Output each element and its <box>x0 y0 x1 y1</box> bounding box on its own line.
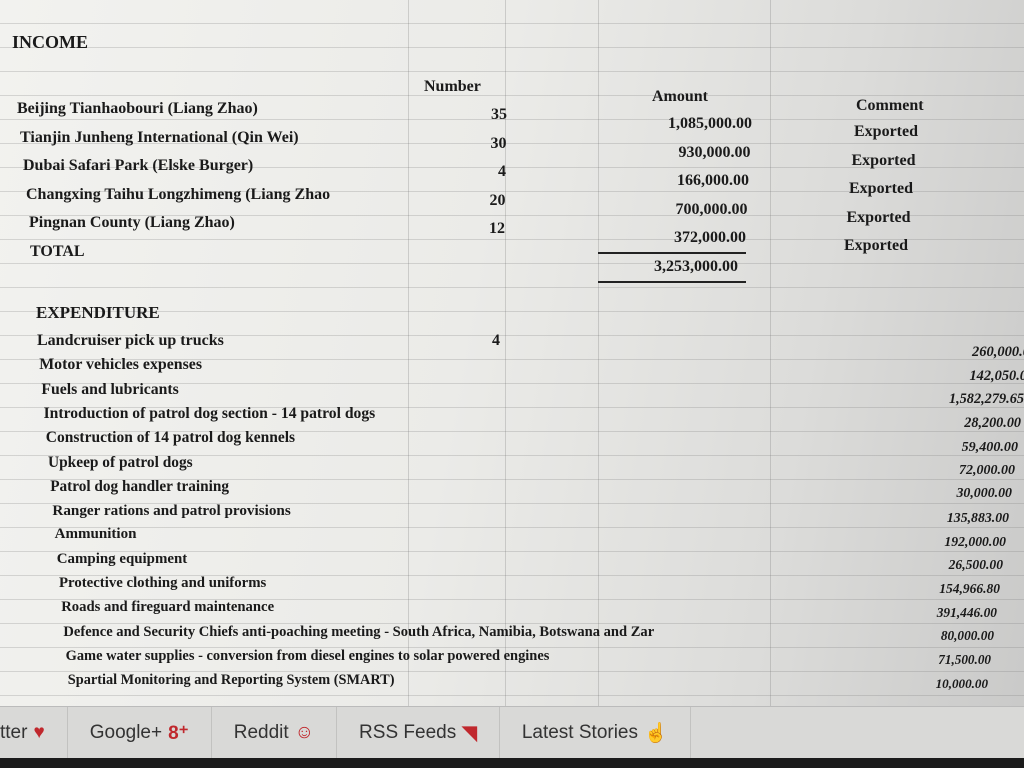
income-name: Beijing Tianhaobouri (Liang Zhao) <box>17 100 258 117</box>
expenditure-name: Spartial Monitoring and Reporting System… <box>67 672 395 689</box>
income-total-amount: 3,253,000.00 <box>654 258 738 275</box>
income-comment: Exported <box>851 151 916 169</box>
expenditure-name: Protective clothing and uniforms <box>59 575 267 591</box>
total-double-underline <box>598 281 746 283</box>
column-divider <box>505 0 506 706</box>
share-link-label: Google+ <box>89 722 163 743</box>
rss-icon: ◥ <box>462 722 477 744</box>
expenditure-amount: 26,500.00 <box>948 557 1003 573</box>
expenditure-heading: EXPENDITURE <box>36 303 160 322</box>
share-link-reddit[interactable]: Reddit ☺ <box>212 707 338 759</box>
expenditure-name: Roads and fireguard maintenance <box>61 599 275 616</box>
expenditure-amount: 135,883.00 <box>946 509 1009 525</box>
twitter-icon: ♥ <box>33 722 45 743</box>
total-underline <box>598 252 746 254</box>
column-divider <box>598 0 599 706</box>
number-column-header: Number <box>424 78 481 95</box>
share-link-label: tter <box>0 722 28 743</box>
expenditure-name: Landcruiser pick up trucks <box>37 332 224 349</box>
expenditure-amount: 260,000.0 <box>972 344 1024 360</box>
share-link-label: RSS Feeds <box>359 722 457 743</box>
expenditure-name: Camping equipment <box>56 550 188 567</box>
income-amount: 166,000.00 <box>677 172 749 189</box>
expenditure-name: Construction of 14 patrol dog kennels <box>45 429 296 447</box>
expenditure-amount: 71,500.00 <box>938 652 991 668</box>
comment-column-header: Comment <box>856 97 924 114</box>
share-link-thumbs-up[interactable]: Latest Stories ☝ <box>500 707 691 759</box>
expenditure-name: Game water supplies - conversion from di… <box>65 647 550 664</box>
thumbs-up-icon: ☝ <box>644 723 668 744</box>
column-divider <box>770 0 771 706</box>
income-number: 20 <box>489 191 506 209</box>
income-name: Pingnan County (Liang Zhao) <box>29 214 235 231</box>
expenditure-name: Defence and Security Chiefs anti-poachin… <box>63 623 655 640</box>
expenditure-amount: 1,582,279.65 <box>948 391 1024 408</box>
share-bar: tter ♥ Google+ 8⁺ Reddit ☺ RSS Feeds ◥ Latest St… <box>0 706 1024 759</box>
expenditure-amount: 72,000.00 <box>959 462 1015 478</box>
income-comment: Exported <box>849 180 913 197</box>
reddit-icon: ☺ <box>294 722 315 743</box>
expenditure-name: Motor vehicles expenses <box>39 356 203 374</box>
expenditure-amount: 142,050.0 <box>969 367 1024 384</box>
share-link-google-plus[interactable]: Google+ 8⁺ <box>68 707 212 759</box>
income-number: 4 <box>498 163 506 180</box>
expenditure-number: 4 <box>492 332 500 349</box>
income-amount: 700,000.00 <box>675 200 748 218</box>
expenditure-amount: 30,000.00 <box>956 486 1012 502</box>
spreadsheet-grid <box>0 0 1024 706</box>
income-amount: 930,000.00 <box>678 143 751 161</box>
share-link-label: Latest Stories <box>521 722 638 743</box>
income-comment: Exported <box>854 123 918 140</box>
income-comment: Exported <box>844 237 908 254</box>
expenditure-amount: 154,966.80 <box>939 581 1000 596</box>
income-name: Dubai Safari Park (Elske Burger) <box>23 157 254 174</box>
expenditure-amount: 28,200.00 <box>964 415 1021 432</box>
income-total-label: TOTAL <box>30 243 85 260</box>
income-amount: 1,085,000.00 <box>668 115 752 132</box>
amount-column-header: Amount <box>652 88 709 105</box>
income-number: 35 <box>491 106 507 123</box>
income-name: Changxing Taihu Longzhimeng (Liang Zhao <box>26 185 331 203</box>
income-comment: Exported <box>846 208 911 226</box>
expenditure-amount: 391,446.00 <box>936 604 997 620</box>
expenditure-amount: 59,400.00 <box>961 438 1018 455</box>
income-heading: INCOME <box>12 32 88 52</box>
share-link-twitter[interactable]: tter ♥ <box>0 707 68 759</box>
expenditure-name: Fuels and lubricants <box>41 380 179 398</box>
column-divider <box>408 0 409 706</box>
screen-bezel <box>0 758 1024 768</box>
share-link-label: Reddit <box>233 722 289 743</box>
income-name: Tianjin Junheng International (Qin Wei) <box>20 128 299 146</box>
expenditure-amount: 10,000.00 <box>935 675 988 691</box>
income-number: 30 <box>490 134 507 152</box>
expenditure-name: Ranger rations and patrol provisions <box>52 502 291 520</box>
expenditure-name: Introduction of patrol dog section - 14 … <box>43 404 376 422</box>
expenditure-name: Patrol dog handler training <box>50 477 230 495</box>
google-plus-icon: 8⁺ <box>168 722 189 744</box>
income-amount: 372,000.00 <box>674 229 746 246</box>
expenditure-amount: 192,000.00 <box>944 533 1006 549</box>
expenditure-name: Upkeep of patrol dogs <box>48 453 193 471</box>
share-link-rss[interactable]: RSS Feeds ◥ <box>337 707 500 759</box>
expenditure-name: Ammunition <box>54 526 137 543</box>
income-number: 12 <box>489 220 505 237</box>
expenditure-amount: 80,000.00 <box>940 628 994 644</box>
